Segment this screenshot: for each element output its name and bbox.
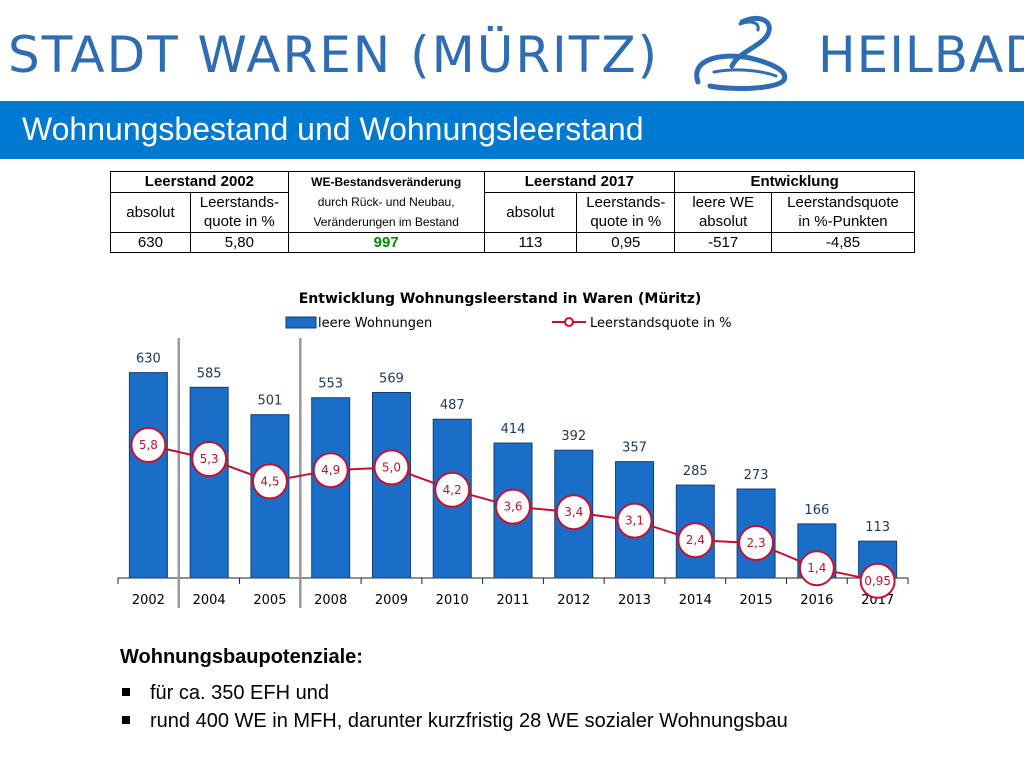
quote-marker-2016: [798, 550, 835, 587]
change-header-line-2: durch Rück- und Neubau,: [317, 195, 455, 209]
change-header-line-1: WE-Bestandsveränderung: [311, 175, 462, 189]
legend-line-label: Leerstandsquote in %: [590, 316, 731, 331]
bar-label-2004: 585: [197, 366, 222, 381]
quote-marker-2004: [191, 441, 228, 477]
city-name: STADT WAREN (MÜRITZ): [8, 26, 660, 84]
header-entwicklung: Entwicklung: [674, 171, 915, 193]
subheader-quote-2017: Leerstands-quote in %: [576, 191, 676, 234]
potential-section: Wohnungsbaupotenziale: für ca. 350 EFH u…: [120, 646, 788, 735]
quote-label-2012: 3,4: [564, 505, 583, 519]
header-bestandsveraenderung: WE-Bestandsveränderung durch Rück- und N…: [287, 171, 485, 233]
category-label-2012: 2012: [557, 593, 590, 608]
quote-label-2009: 5,0: [382, 460, 401, 474]
category-label-2002: 2002: [132, 593, 165, 608]
subheader-absolut-2017: absolut: [483, 191, 578, 234]
quote-marker-2011: [495, 488, 531, 525]
category-label-2008: 2008: [314, 593, 347, 608]
quote-marker-2002: [130, 427, 167, 463]
quote-marker-2009: [373, 449, 410, 486]
list-item: für ca. 350 EFH und: [120, 679, 788, 707]
quote-marker-2015: [738, 525, 775, 561]
category-label-2005: 2005: [253, 593, 286, 608]
quote-marker-2008: [312, 452, 349, 489]
quote-label-2011: 3,6: [503, 500, 522, 514]
bar-label-2016: 166: [804, 503, 829, 518]
bar-label-2014: 285: [683, 464, 708, 479]
category-label-2009: 2009: [375, 593, 408, 608]
legend-line-marker: [564, 317, 574, 327]
quote-label-2010: 4,2: [443, 483, 462, 497]
list-item: rund 400 WE in MFH, darunter kurzfristig…: [120, 707, 788, 735]
legend-bar-swatch: [285, 316, 317, 329]
category-label-2015: 2015: [740, 593, 773, 608]
quote-label-2014: 2,4: [686, 533, 705, 547]
header-leerstand-2002: Leerstand 2002: [110, 171, 289, 193]
bar-label-2009: 569: [379, 372, 404, 387]
potential-list: für ca. 350 EFH und rund 400 WE in MFH, …: [120, 679, 788, 735]
category-label-2016: 2016: [800, 593, 833, 608]
change-header-line-3: Veränderungen im Bestand: [313, 215, 459, 229]
bullet-icon: [122, 688, 130, 696]
value-quote-punkte: -4,85: [771, 232, 915, 253]
value-absolut-2002: 630: [110, 232, 191, 253]
table-row: 630 5,80 997 113 0,95 -517 -4,85: [110, 232, 915, 253]
value-quote-2002: 5,80: [189, 232, 289, 253]
subheader-leere-we: leere WE absolut: [674, 191, 773, 234]
heilbad-label: HEILBAD: [818, 26, 1024, 84]
bar-label-2005: 501: [258, 394, 283, 409]
quote-marker-2012: [555, 494, 592, 531]
subheader-quote-2002: Leerstands-quote in %: [189, 191, 289, 234]
brand-header: STADT WAREN (MÜRITZ) HEILBAD: [0, 0, 1024, 100]
bar-label-2012: 392: [561, 429, 586, 444]
quote-label-2016: 1,4: [807, 561, 826, 575]
bar-label-2002: 630: [136, 352, 161, 367]
quote-marker-2017: [859, 562, 896, 599]
quote-label-2017: 0,95: [864, 574, 891, 588]
quote-label-2008: 4,9: [321, 463, 340, 477]
bar-label-2011: 414: [501, 422, 526, 437]
quote-marker-2014: [677, 522, 714, 559]
category-label-2010: 2010: [436, 593, 469, 608]
quote-marker-2010: [434, 471, 471, 508]
value-leere-we: -517: [674, 232, 773, 253]
vacancy-chart: Entwicklung Wohnungsleerstand in Waren (…: [117, 291, 909, 608]
category-label-2004: 2004: [193, 593, 226, 608]
quote-label-2002: 5,8: [139, 438, 158, 452]
quote-label-2005: 4,5: [260, 474, 279, 488]
value-absolut-2017: 113: [483, 232, 578, 253]
quote-label-2015: 2,3: [747, 536, 766, 550]
title-bar: Wohnungsbestand und Wohnungsleerstand: [0, 101, 1024, 159]
page-title: Wohnungsbestand und Wohnungsleerstand: [22, 111, 644, 147]
bar-2002: [128, 372, 168, 579]
legend-bar-label: leere Wohnungen: [318, 316, 432, 331]
summary-table: Leerstand 2002 WE-Bestandsveränderung du…: [110, 171, 915, 253]
subheader-absolut-2002: absolut: [110, 191, 191, 234]
bar-2004: [189, 386, 229, 579]
header-leerstand-2017: Leerstand 2017: [483, 171, 676, 193]
category-label-2011: 2011: [496, 593, 529, 608]
swan-logo-icon: [694, 16, 788, 91]
value-bestandsveraenderung: 997: [287, 232, 485, 253]
quote-marker-2005: [251, 463, 288, 500]
quote-label-2013: 3,1: [625, 514, 644, 528]
bar-label-2010: 487: [440, 398, 465, 413]
category-label-2014: 2014: [679, 593, 712, 608]
bar-label-2013: 357: [622, 441, 647, 456]
quote-marker-2013: [616, 502, 653, 539]
value-quote-2017: 0,95: [576, 232, 676, 253]
category-label-2013: 2013: [618, 593, 651, 608]
quote-label-2004: 5,3: [200, 452, 219, 466]
chart-legend: leere Wohnungen Leerstandsquote in %: [285, 316, 731, 331]
bullet-icon: [122, 716, 130, 724]
subheader-quote-punkte: Leerstandsquote in %-Punkten: [771, 191, 915, 234]
bar-label-2008: 553: [318, 377, 343, 392]
chart-title: Entwicklung Wohnungsleerstand in Waren (…: [299, 291, 702, 307]
bar-label-2017: 113: [865, 520, 890, 535]
potential-heading: Wohnungsbaupotenziale:: [120, 646, 363, 668]
bar-label-2015: 273: [744, 468, 769, 483]
